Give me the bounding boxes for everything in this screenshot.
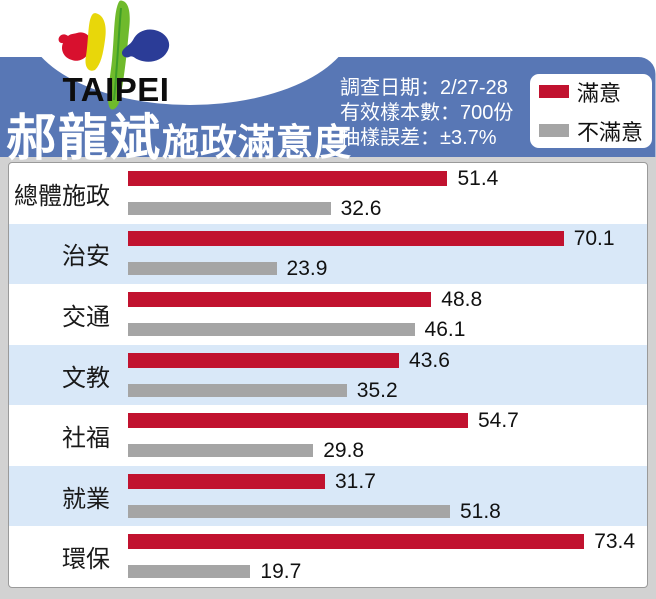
dissatisfied-bar bbox=[128, 262, 277, 276]
dissatisfied-bar-line: 46.1 bbox=[128, 319, 647, 340]
chart-row: 社福 54.7 29.8 bbox=[9, 405, 647, 466]
dissatisfied-value: 51.8 bbox=[459, 499, 501, 523]
category-label: 交通 bbox=[62, 303, 110, 331]
legend-item-satisfied: 滿意 bbox=[539, 76, 652, 108]
satisfied-bar bbox=[128, 534, 585, 550]
survey-margin-of-error: 抽樣誤差：±3.7% bbox=[340, 127, 497, 149]
satisfied-bar bbox=[128, 473, 325, 489]
survey-sample-size: 有效樣本數：700份 bbox=[340, 102, 514, 124]
bar-chart: 總體施政 51.4 32.6 治安 70.1 23.9 交通 bbox=[8, 162, 648, 588]
dissatisfied-bar-line: 35.2 bbox=[128, 380, 647, 401]
dissatisfied-bar-line: 23.9 bbox=[128, 258, 647, 279]
taipei-logo-text: TAIPEI bbox=[63, 71, 170, 108]
legend-item-dissatisfied: 不滿意 bbox=[539, 115, 652, 147]
satisfied-value: 51.4 bbox=[457, 166, 499, 190]
logo-green-stroke-icon bbox=[107, 0, 130, 110]
chart-row: 總體施政 51.4 32.6 bbox=[9, 163, 647, 224]
bar-group: 43.6 35.2 bbox=[128, 350, 647, 401]
legend-label-satisfied: 滿意 bbox=[577, 80, 622, 106]
legend: 滿意 不滿意 bbox=[530, 74, 652, 148]
satisfied-bar-line: 43.6 bbox=[128, 350, 647, 371]
bar-group: 73.4 19.7 bbox=[128, 531, 647, 582]
dissatisfied-bar bbox=[128, 322, 415, 336]
dissatisfied-value: 19.7 bbox=[260, 560, 302, 584]
dissatisfied-value: 32.6 bbox=[340, 196, 382, 220]
bar-group: 48.8 46.1 bbox=[128, 289, 647, 340]
satisfied-bar bbox=[128, 231, 564, 247]
title-subject: 施政滿意度 bbox=[162, 122, 352, 163]
survey-date: 調查日期：2/27-28 bbox=[340, 77, 508, 99]
satisfied-bar bbox=[128, 291, 432, 307]
logo-blue-petal-icon bbox=[121, 29, 170, 62]
legend-label-dissatisfied: 不滿意 bbox=[577, 119, 644, 145]
bar-group: 54.7 29.8 bbox=[128, 410, 647, 461]
bar-group: 70.1 23.9 bbox=[128, 228, 647, 279]
satisfied-value: 31.7 bbox=[335, 469, 376, 493]
bar-group: 51.4 32.6 bbox=[128, 168, 647, 219]
dissatisfied-bar-line: 51.8 bbox=[128, 501, 647, 522]
chart-row: 就業 31.7 51.8 bbox=[9, 465, 647, 527]
chart-row: 環保 73.4 19.7 bbox=[9, 526, 647, 587]
satisfied-bar-line: 73.4 bbox=[128, 531, 647, 552]
category-label: 環保 bbox=[62, 546, 110, 574]
chart-row: 治安 70.1 23.9 bbox=[9, 223, 647, 285]
dissatisfied-bar-line: 19.7 bbox=[128, 561, 647, 582]
satisfied-bar bbox=[128, 170, 448, 186]
survey-info: 調查日期：2/27-28 有效樣本數：700份 抽樣誤差：±3.7% bbox=[340, 76, 513, 151]
dissatisfied-bar bbox=[128, 201, 331, 215]
dissatisfied-swatch-icon bbox=[539, 124, 569, 137]
chart-row: 交通 48.8 46.1 bbox=[9, 284, 647, 345]
header: TAIPEI 郝龍斌 施政滿意度 調查日期：2/27-28 有效樣本數：700份… bbox=[0, 0, 656, 166]
satisfied-value: 43.6 bbox=[409, 348, 450, 372]
dissatisfied-bar bbox=[128, 504, 450, 518]
satisfied-value: 54.7 bbox=[477, 409, 519, 433]
header-art: TAIPEI bbox=[0, 0, 656, 157]
satisfied-bar bbox=[128, 413, 468, 429]
category-label: 文教 bbox=[62, 364, 110, 392]
dissatisfied-bar bbox=[128, 383, 347, 397]
satisfied-swatch-icon bbox=[539, 85, 569, 98]
dissatisfied-value: 29.8 bbox=[323, 439, 365, 463]
dissatisfied-bar-line: 32.6 bbox=[128, 198, 647, 219]
category-label: 就業 bbox=[62, 485, 110, 513]
satisfied-value: 48.8 bbox=[441, 287, 483, 311]
satisfied-bar-line: 48.8 bbox=[128, 289, 647, 310]
dissatisfied-bar bbox=[128, 444, 314, 458]
logo-cloud bbox=[25, 0, 355, 105]
dissatisfied-bar-line: 29.8 bbox=[128, 440, 647, 461]
logo-red-petal-icon bbox=[58, 32, 92, 61]
satisfied-value: 70.1 bbox=[573, 227, 615, 251]
chart-row: 文教 43.6 35.2 bbox=[9, 344, 647, 406]
page-title: 郝龍斌 施政滿意度 bbox=[6, 98, 352, 170]
satisfied-bar-line: 51.4 bbox=[128, 168, 647, 189]
satisfied-bar-line: 70.1 bbox=[128, 228, 647, 249]
satisfied-value: 73.4 bbox=[594, 530, 636, 554]
category-label: 總體施政 bbox=[14, 182, 110, 210]
category-label: 治安 bbox=[62, 243, 110, 271]
dissatisfied-value: 23.9 bbox=[286, 257, 328, 281]
category-label: 社福 bbox=[62, 425, 110, 453]
satisfied-bar-line: 31.7 bbox=[128, 471, 647, 492]
logo-yellow-stroke-icon bbox=[85, 13, 106, 71]
dissatisfied-value: 35.2 bbox=[356, 378, 398, 402]
dissatisfied-bar bbox=[128, 565, 251, 579]
logo-green-streak-icon bbox=[113, 7, 122, 101]
dissatisfied-value: 46.1 bbox=[424, 317, 466, 341]
title-mayor-name: 郝龍斌 bbox=[6, 110, 162, 166]
satisfied-bar bbox=[128, 352, 400, 368]
bar-group: 31.7 51.8 bbox=[128, 471, 647, 522]
satisfied-bar-line: 54.7 bbox=[128, 410, 647, 431]
